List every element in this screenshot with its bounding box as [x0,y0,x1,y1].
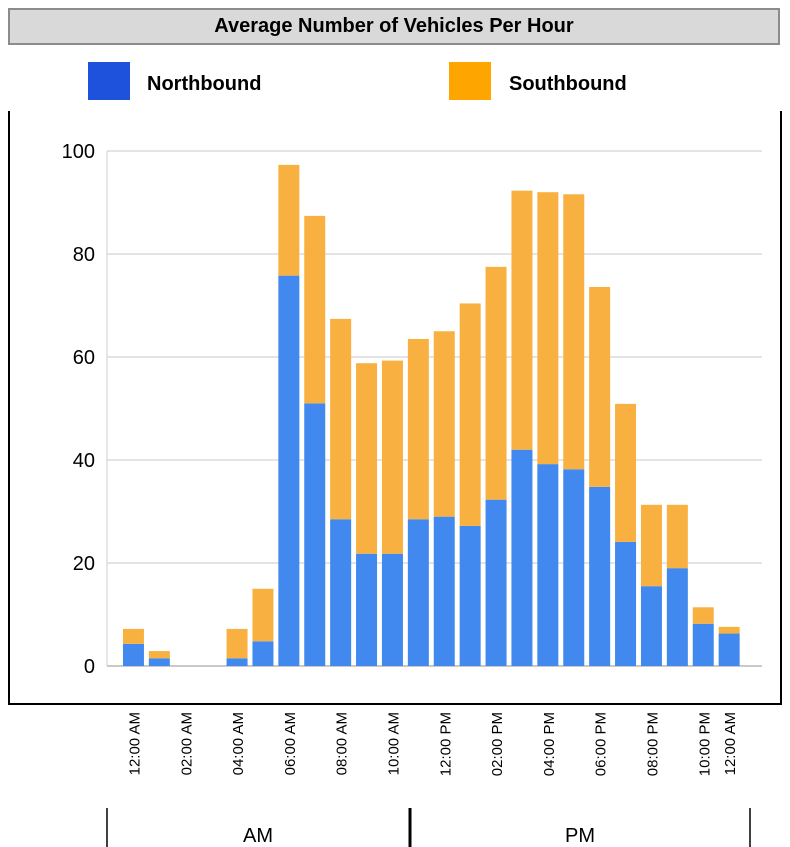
x-tick-label: 08:00 AM [334,712,351,775]
bar-northbound [278,275,300,666]
bar-northbound [252,641,274,666]
plot-frame [8,111,782,705]
bar-northbound [615,541,637,666]
bar-southbound [252,588,274,642]
bar-northbound [589,486,611,666]
legend-swatch-southbound [449,62,491,100]
bar-southbound [304,215,326,404]
bar-southbound [640,504,662,587]
x-tick-label: 10:00 AM [385,712,402,775]
bar-northbound [485,499,507,666]
x-tick-label: 12:00 PM [437,712,454,776]
x-tick-label: 06:00 AM [282,712,299,775]
legend-swatch-northbound [88,62,130,100]
y-tick-label: 80 [73,244,95,266]
bar-southbound [485,266,507,500]
legend-label-northbound: Northbound [147,73,262,95]
x-tick-label: 02:00 PM [489,712,506,776]
bar-southbound [563,194,585,470]
bar-southbound [278,164,300,276]
period-axis: AM PM [106,808,751,847]
x-tick-label: 12:00 AM [126,712,143,775]
bar-southbound [511,190,533,450]
bar-southbound [148,651,170,659]
bar-northbound [433,516,455,666]
y-tick-label: 100 [62,141,95,163]
bar-southbound [381,360,403,554]
bar-northbound [148,658,170,666]
bar-northbound [692,623,714,666]
y-axis-labels: 0 20 40 60 80 100 [62,141,95,678]
bar-northbound [537,464,559,666]
x-tick-label: 04:00 AM [230,712,247,775]
bar-northbound [304,403,326,666]
y-tick-label: 60 [73,347,95,369]
x-tick-label: 06:00 PM [593,712,610,776]
bar-southbound [407,338,429,520]
bars [122,164,740,666]
bar-northbound [356,553,378,666]
y-tick-label: 0 [84,656,95,678]
x-tick-label: 08:00 PM [644,712,661,776]
legend-label-southbound: Southbound [509,73,627,95]
x-tick-label: 10:00 PM [696,712,713,776]
bar-northbound [718,633,740,666]
bar-northbound [640,586,662,666]
bar-southbound [537,192,559,465]
bar-southbound [692,607,714,624]
bar-northbound [381,553,403,666]
bar-southbound [433,331,455,517]
bar-northbound [563,469,585,666]
bar-northbound [511,449,533,666]
bar-southbound [330,318,352,520]
x-tick-label: 04:00 PM [541,712,558,776]
bar-southbound [615,403,637,542]
bar-northbound [459,525,481,666]
chart-title: Average Number of Vehicles Per Hour [8,8,780,45]
bar-northbound [666,568,688,666]
x-tick-label: 12:00 AM [722,712,739,775]
bar-southbound [122,628,144,644]
bar-southbound [718,626,740,634]
y-tick-label: 40 [73,450,95,472]
period-label-pm: PM [565,825,595,847]
y-tick-label: 20 [73,553,95,575]
bar-northbound [122,643,144,666]
bar-southbound [589,286,611,487]
x-tick-label: 02:00 AM [178,712,195,775]
period-label-am: AM [243,825,273,847]
bar-southbound [356,363,378,554]
bar-northbound [226,658,248,666]
bar-southbound [226,628,248,659]
bar-northbound [407,519,429,666]
bar-northbound [330,519,352,666]
bar-southbound [666,504,688,569]
bar-southbound [459,303,481,526]
x-axis-labels: 12:00 AM 02:00 AM 04:00 AM 06:00 AM 08:00 AM… [126,712,739,776]
